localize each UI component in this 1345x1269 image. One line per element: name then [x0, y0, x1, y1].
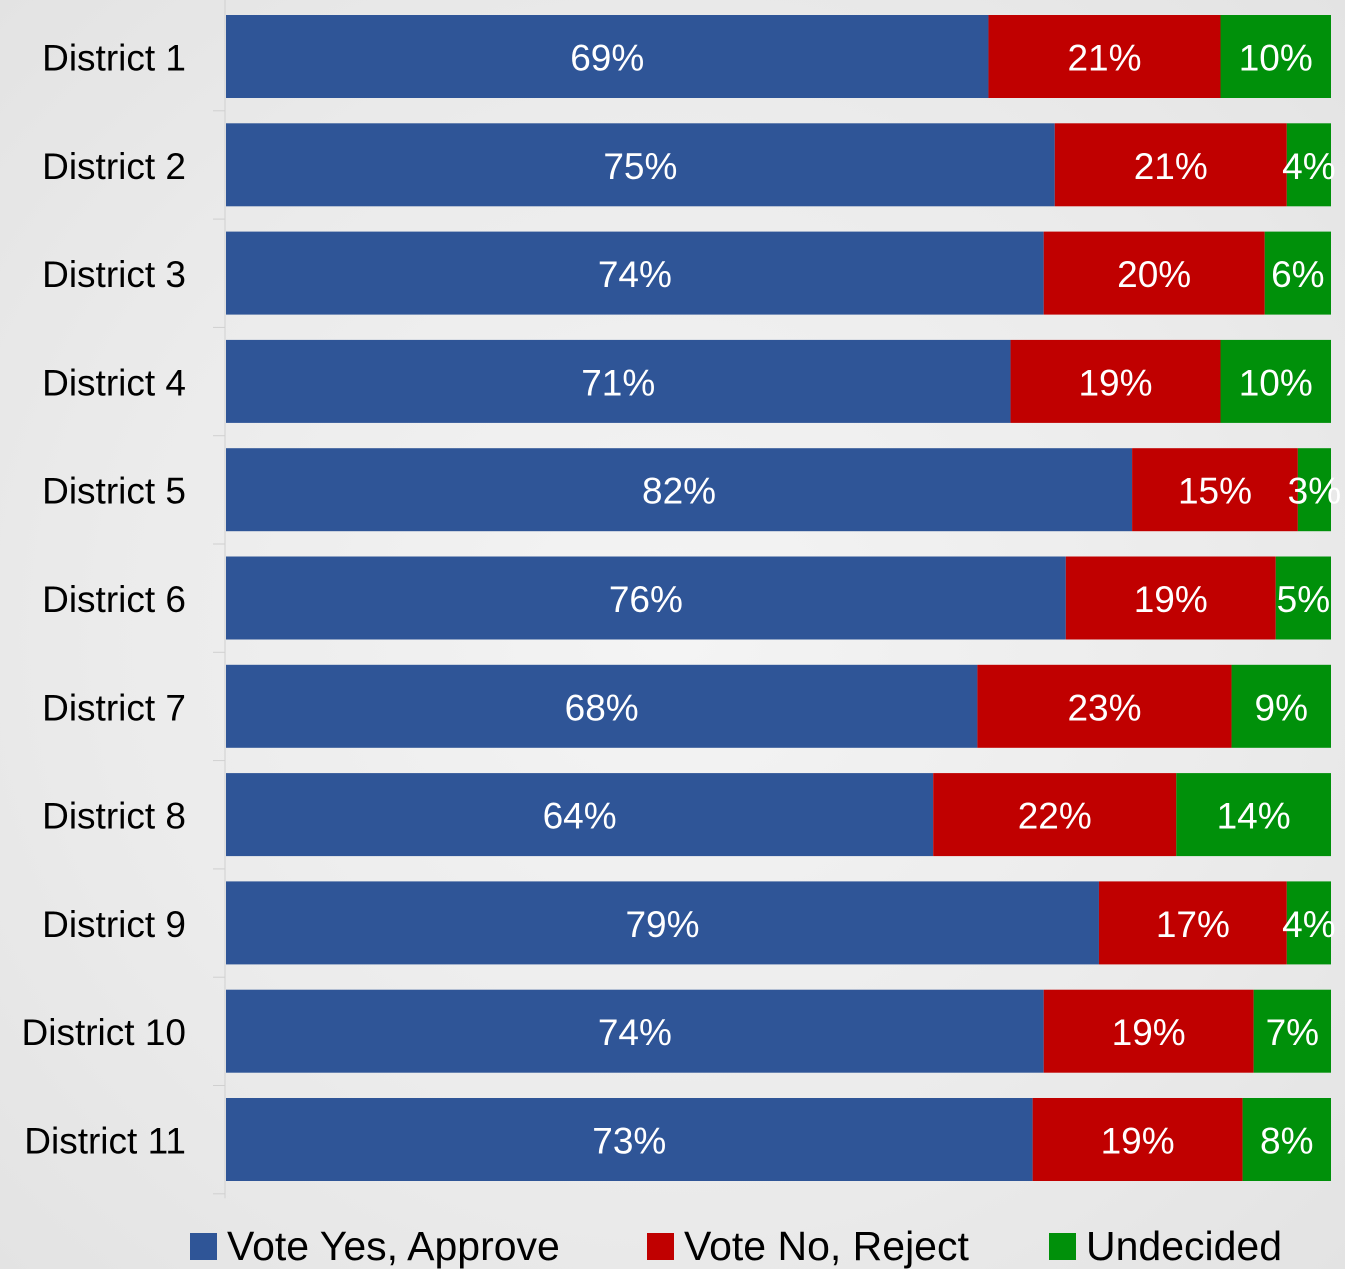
data-label-yes: 76%	[609, 579, 683, 620]
data-label-undecided: 9%	[1255, 687, 1308, 728]
data-label-no: 19%	[1101, 1121, 1175, 1162]
data-label-yes: 73%	[592, 1121, 666, 1162]
category-label: District 7	[42, 687, 186, 728]
data-label-undecided: 7%	[1266, 1012, 1319, 1053]
data-label-yes: 69%	[570, 38, 644, 79]
data-label-yes: 79%	[625, 904, 699, 945]
data-label-undecided: 6%	[1271, 254, 1324, 295]
legend-item-no: Vote No, Reject	[647, 1226, 969, 1266]
category-label: District 11	[24, 1121, 186, 1162]
category-label: District 1	[42, 38, 186, 79]
data-label-no: 21%	[1134, 146, 1208, 187]
data-label-undecided: 5%	[1277, 579, 1330, 620]
data-label-yes: 82%	[642, 471, 716, 512]
data-label-yes: 64%	[543, 796, 617, 837]
category-label: District 10	[22, 1012, 186, 1053]
chart-legend: Vote Yes, Approve Vote No, Reject Undeci…	[0, 1220, 1345, 1269]
data-label-yes: 74%	[598, 254, 672, 295]
data-label-undecided: 8%	[1260, 1121, 1313, 1162]
data-label-undecided: 3%	[1288, 471, 1341, 512]
category-label: District 8	[42, 796, 186, 837]
data-label-undecided: 4%	[1282, 904, 1335, 945]
data-label-no: 19%	[1112, 1012, 1186, 1053]
data-label-undecided: 14%	[1217, 796, 1291, 837]
data-label-undecided: 10%	[1239, 362, 1313, 403]
category-label: District 3	[42, 254, 186, 295]
category-label: District 4	[42, 362, 186, 403]
legend-swatch-no	[647, 1233, 674, 1260]
legend-swatch-undecided	[1049, 1233, 1076, 1260]
data-label-yes: 74%	[598, 1012, 672, 1053]
data-label-no: 19%	[1078, 362, 1152, 403]
legend-item-undecided: Undecided	[1049, 1226, 1282, 1266]
data-label-undecided: 10%	[1239, 38, 1313, 79]
data-label-no: 17%	[1156, 904, 1230, 945]
data-label-yes: 75%	[603, 146, 677, 187]
legend-label-yes: Vote Yes, Approve	[227, 1226, 560, 1266]
data-label-no: 21%	[1067, 38, 1141, 79]
data-label-yes: 71%	[581, 362, 655, 403]
legend-swatch-yes	[190, 1233, 217, 1260]
legend-item-yes: Vote Yes, Approve	[190, 1226, 560, 1266]
category-label: District 6	[42, 579, 186, 620]
data-label-no: 23%	[1067, 687, 1141, 728]
data-label-yes: 68%	[565, 687, 639, 728]
category-label: District 5	[42, 471, 186, 512]
data-label-no: 20%	[1117, 254, 1191, 295]
category-label: District 2	[42, 146, 186, 187]
data-label-no: 22%	[1018, 796, 1092, 837]
legend-label-no: Vote No, Reject	[684, 1226, 969, 1266]
data-label-no: 19%	[1134, 579, 1208, 620]
data-label-no: 15%	[1178, 471, 1252, 512]
data-label-undecided: 4%	[1282, 146, 1335, 187]
legend-label-undecided: Undecided	[1086, 1226, 1282, 1266]
category-label: District 9	[42, 904, 186, 945]
